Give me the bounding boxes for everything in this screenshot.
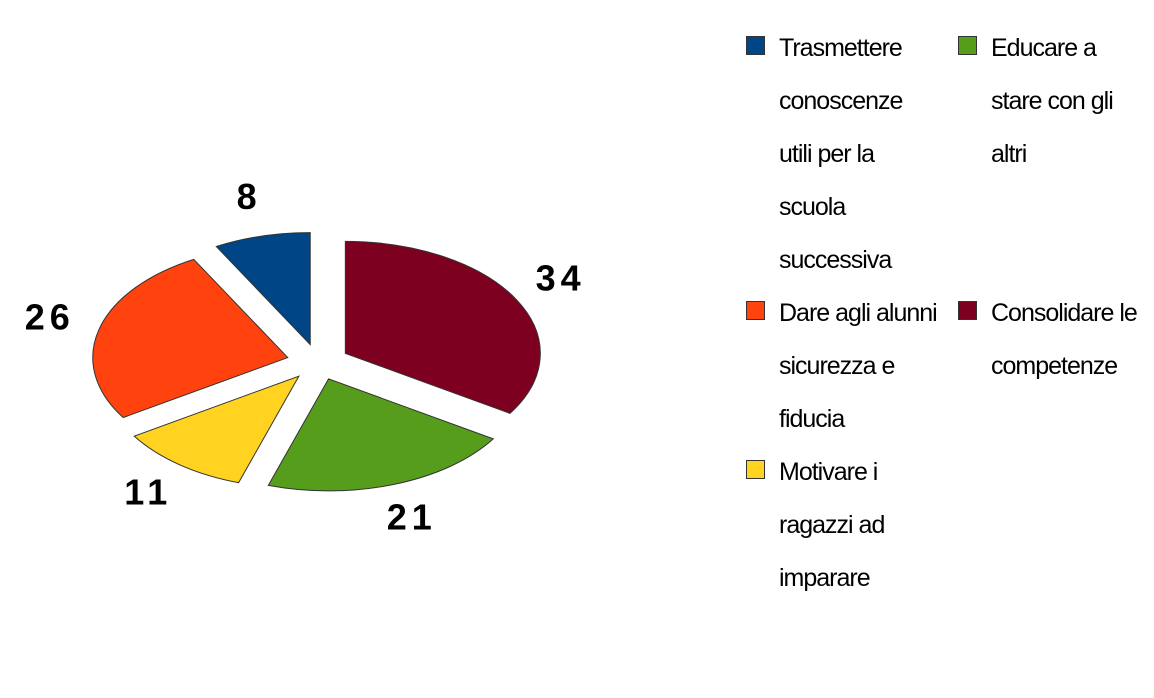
legend-swatch — [958, 301, 977, 320]
legend-swatch — [746, 36, 765, 55]
data-label: 21 — [387, 497, 437, 538]
legend-swatch — [746, 301, 765, 320]
legend-label: Educare a stare con gli altri — [991, 34, 1114, 168]
legend-label: Consolidare le competenze — [991, 299, 1138, 380]
legend-label: Motivare i ragazzi ad imparare — [779, 458, 885, 592]
data-label: 11 — [124, 471, 172, 512]
legend-item: Motivare i ragazzi ad imparare — [746, 446, 958, 605]
legend-item: Trasmettere conoscenze utili per la scuo… — [746, 22, 958, 287]
legend-swatch — [958, 36, 977, 55]
legend-item: Consolidare le competenze — [958, 287, 1148, 446]
legend-item: Educare a stare con gli altri — [958, 22, 1148, 287]
chart: 8 26 11 21 34 — [25, 176, 586, 538]
data-label: 34 — [536, 258, 586, 299]
legend-label: Trasmettere conoscenze utili per la scuo… — [779, 34, 903, 274]
pie-slice — [267, 378, 495, 492]
data-label: 8 — [237, 176, 262, 217]
data-label: 26 — [25, 297, 75, 338]
pie-slice — [215, 232, 311, 346]
legend-swatch — [746, 460, 765, 479]
legend-item: Dare agli alunni sicurezza e fiducia — [746, 287, 958, 446]
pie-slice — [344, 240, 541, 414]
pie-slice — [133, 375, 300, 484]
legend-label: Dare agli alunni sicurezza e fiducia — [779, 299, 938, 433]
pie-slice — [92, 258, 289, 419]
legend: Trasmettere conoscenze utili per la scuo… — [746, 22, 1148, 605]
